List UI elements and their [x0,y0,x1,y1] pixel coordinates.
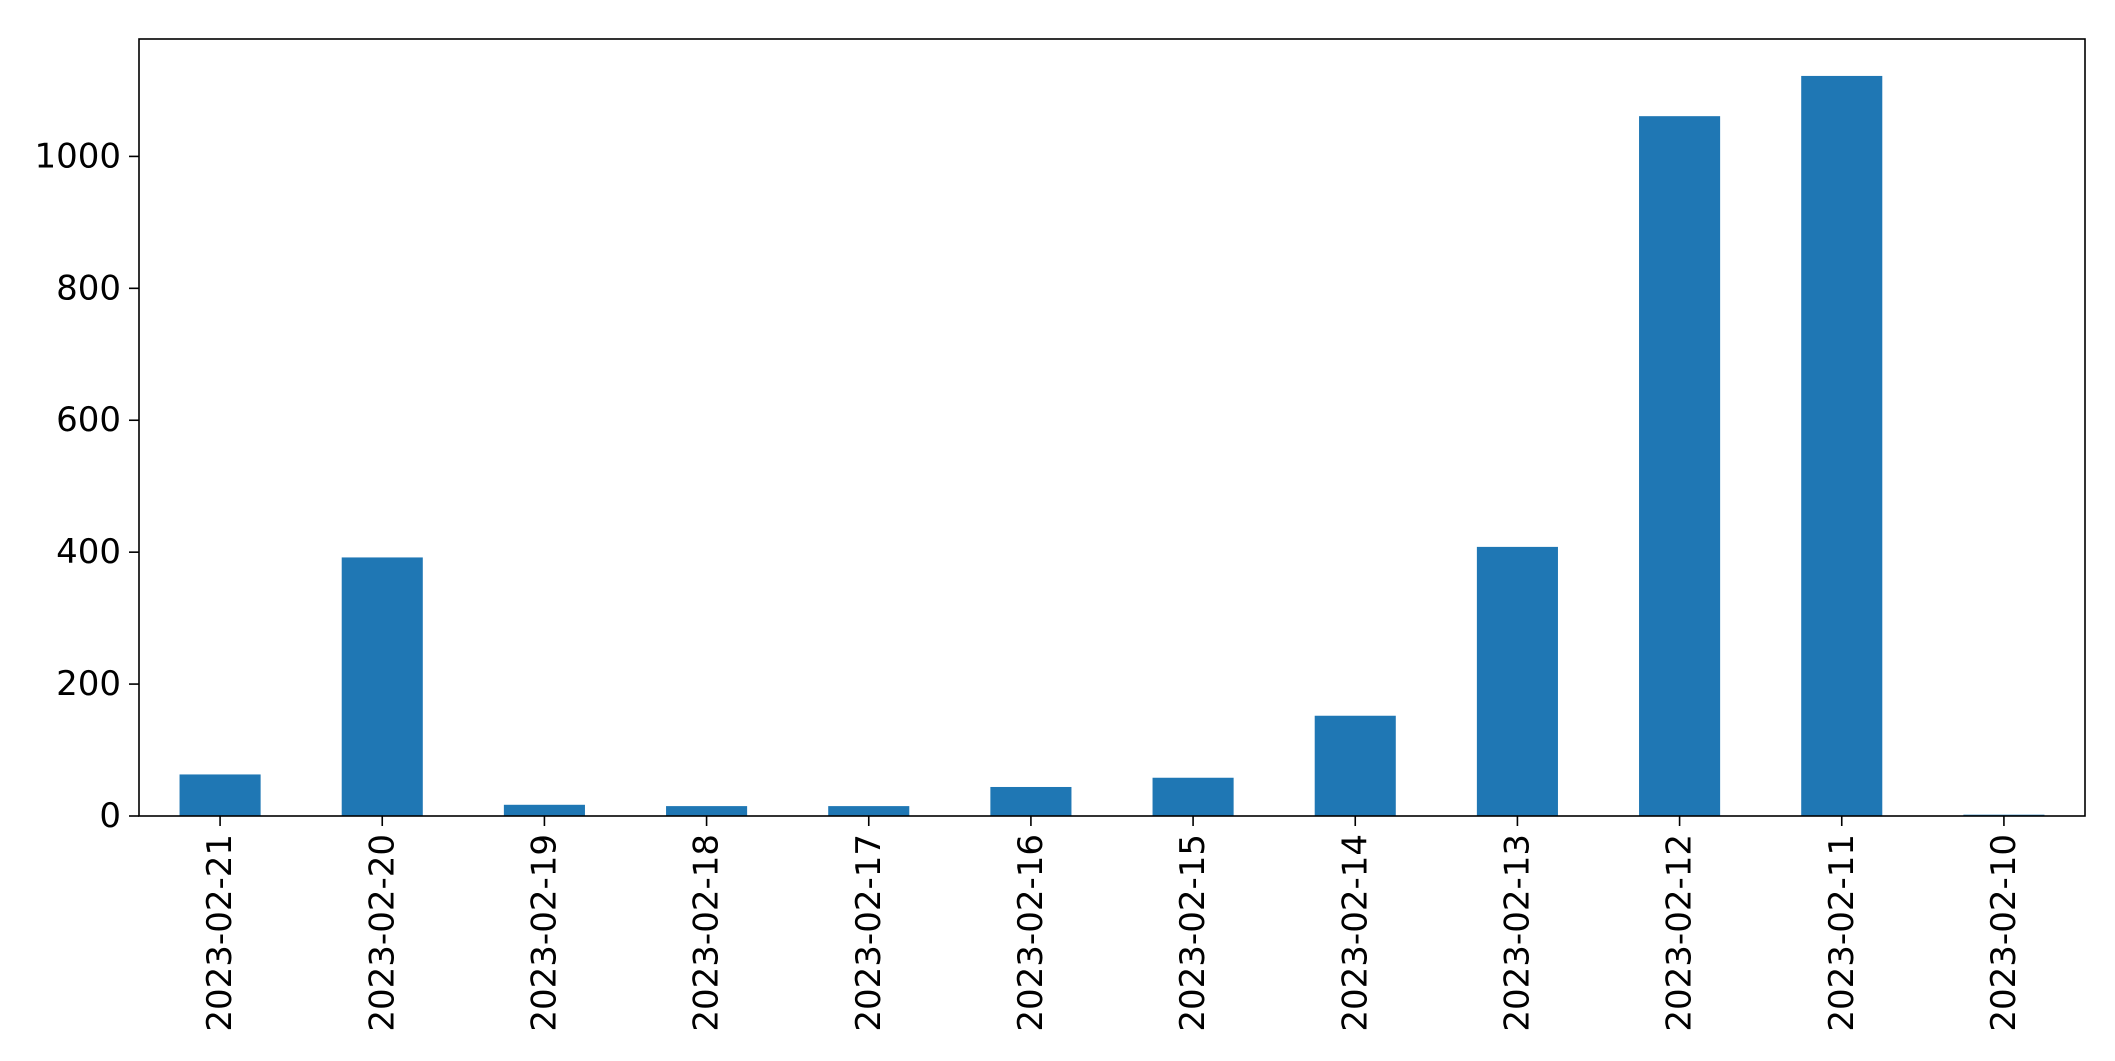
y-tick-label: 0 [99,796,121,836]
bars-group [179,75,2045,817]
bar-2023-02-18 [666,806,748,816]
x-tick-label: 2023-02-15 [1173,834,1213,1032]
x-tick-label: 2023-02-13 [1497,834,1537,1032]
bar-2023-02-20 [341,557,423,816]
x-tick-label: 2023-02-18 [687,834,727,1032]
x-axis-ticks: 2023-02-21 2023-02-20 2023-02-19 2023-02-18… [200,816,2024,1032]
y-tick-label: 1000 [34,136,121,176]
bar-2023-02-12 [1639,116,1721,817]
bar-2023-02-19 [503,804,585,816]
x-tick-label: 2023-02-19 [524,834,564,1032]
y-tick-label: 800 [56,268,121,308]
plot-frame [138,38,2086,817]
bar-2023-02-15 [1152,777,1234,816]
x-tick-label: 2023-02-17 [849,834,889,1032]
y-tick-label: 600 [56,400,121,440]
x-tick-label: 2023-02-16 [1011,834,1051,1032]
x-tick-label: 2023-02-12 [1660,834,1700,1032]
bar-2023-02-21 [179,774,261,816]
y-axis-ticks: 0 200 400 600 800 1000 [34,136,139,836]
bar-2023-02-16 [990,786,1072,816]
y-tick-label: 400 [56,532,121,572]
bar-2023-02-17 [828,806,910,816]
bar-2023-02-13 [1476,546,1558,816]
x-tick-label: 2023-02-20 [362,834,402,1032]
bar-2023-02-11 [1801,75,1883,816]
y-tick-label: 200 [56,664,121,704]
x-tick-label: 2023-02-10 [1984,834,2024,1032]
bar-2023-02-14 [1314,715,1396,816]
x-tick-label: 2023-02-21 [200,834,240,1032]
x-tick-label: 2023-02-11 [1822,834,1862,1032]
x-tick-label: 2023-02-14 [1335,834,1375,1032]
